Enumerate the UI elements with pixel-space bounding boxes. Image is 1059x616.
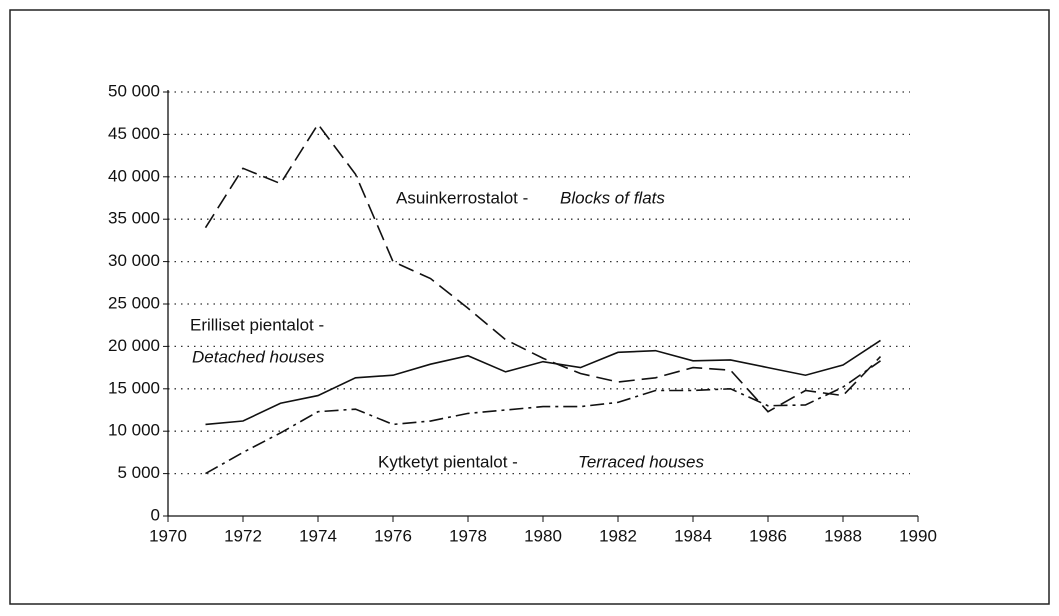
annotation: Asuinkerrostalot - — [396, 188, 528, 207]
x-tick-label: 1976 — [374, 526, 412, 545]
annotation: Erilliset pientalot - — [190, 315, 324, 334]
series-line — [204, 122, 882, 413]
x-tick-label: 1970 — [149, 526, 187, 545]
x-tick-label: 1988 — [824, 526, 862, 545]
annotation: Blocks of flats — [560, 188, 665, 207]
y-tick-label: 25 000 — [108, 293, 160, 312]
series-line — [205, 339, 881, 426]
series-line — [205, 360, 881, 475]
x-tick-label: 1972 — [224, 526, 262, 545]
x-tick-label: 1982 — [599, 526, 637, 545]
annotation: Terraced houses — [578, 452, 705, 471]
y-tick-label: 40 000 — [108, 166, 160, 185]
y-tick-label: 30 000 — [108, 251, 160, 270]
frame — [9, 9, 1050, 605]
y-tick-label: 15 000 — [108, 378, 160, 397]
y-tick-label: 10 000 — [108, 421, 160, 440]
y-tick-label: 45 000 — [108, 124, 160, 143]
x-tick-label: 1980 — [524, 526, 562, 545]
x-tick-label: 1978 — [449, 526, 487, 545]
y-tick-label: 20 000 — [108, 336, 160, 355]
x-tick-label: 1984 — [674, 526, 712, 545]
x-tick-label: 1990 — [899, 526, 937, 545]
y-tick-label: 5 000 — [117, 463, 160, 482]
x-tick-label: 1974 — [299, 526, 337, 545]
annotation: Detached houses — [192, 347, 325, 366]
y-tick-label: 0 — [151, 505, 160, 524]
y-tick-label: 35 000 — [108, 209, 160, 228]
y-tick-label: 50 000 — [108, 81, 160, 100]
x-tick-label: 1986 — [749, 526, 787, 545]
annotation: Kytketyt pientalot - — [378, 452, 518, 471]
